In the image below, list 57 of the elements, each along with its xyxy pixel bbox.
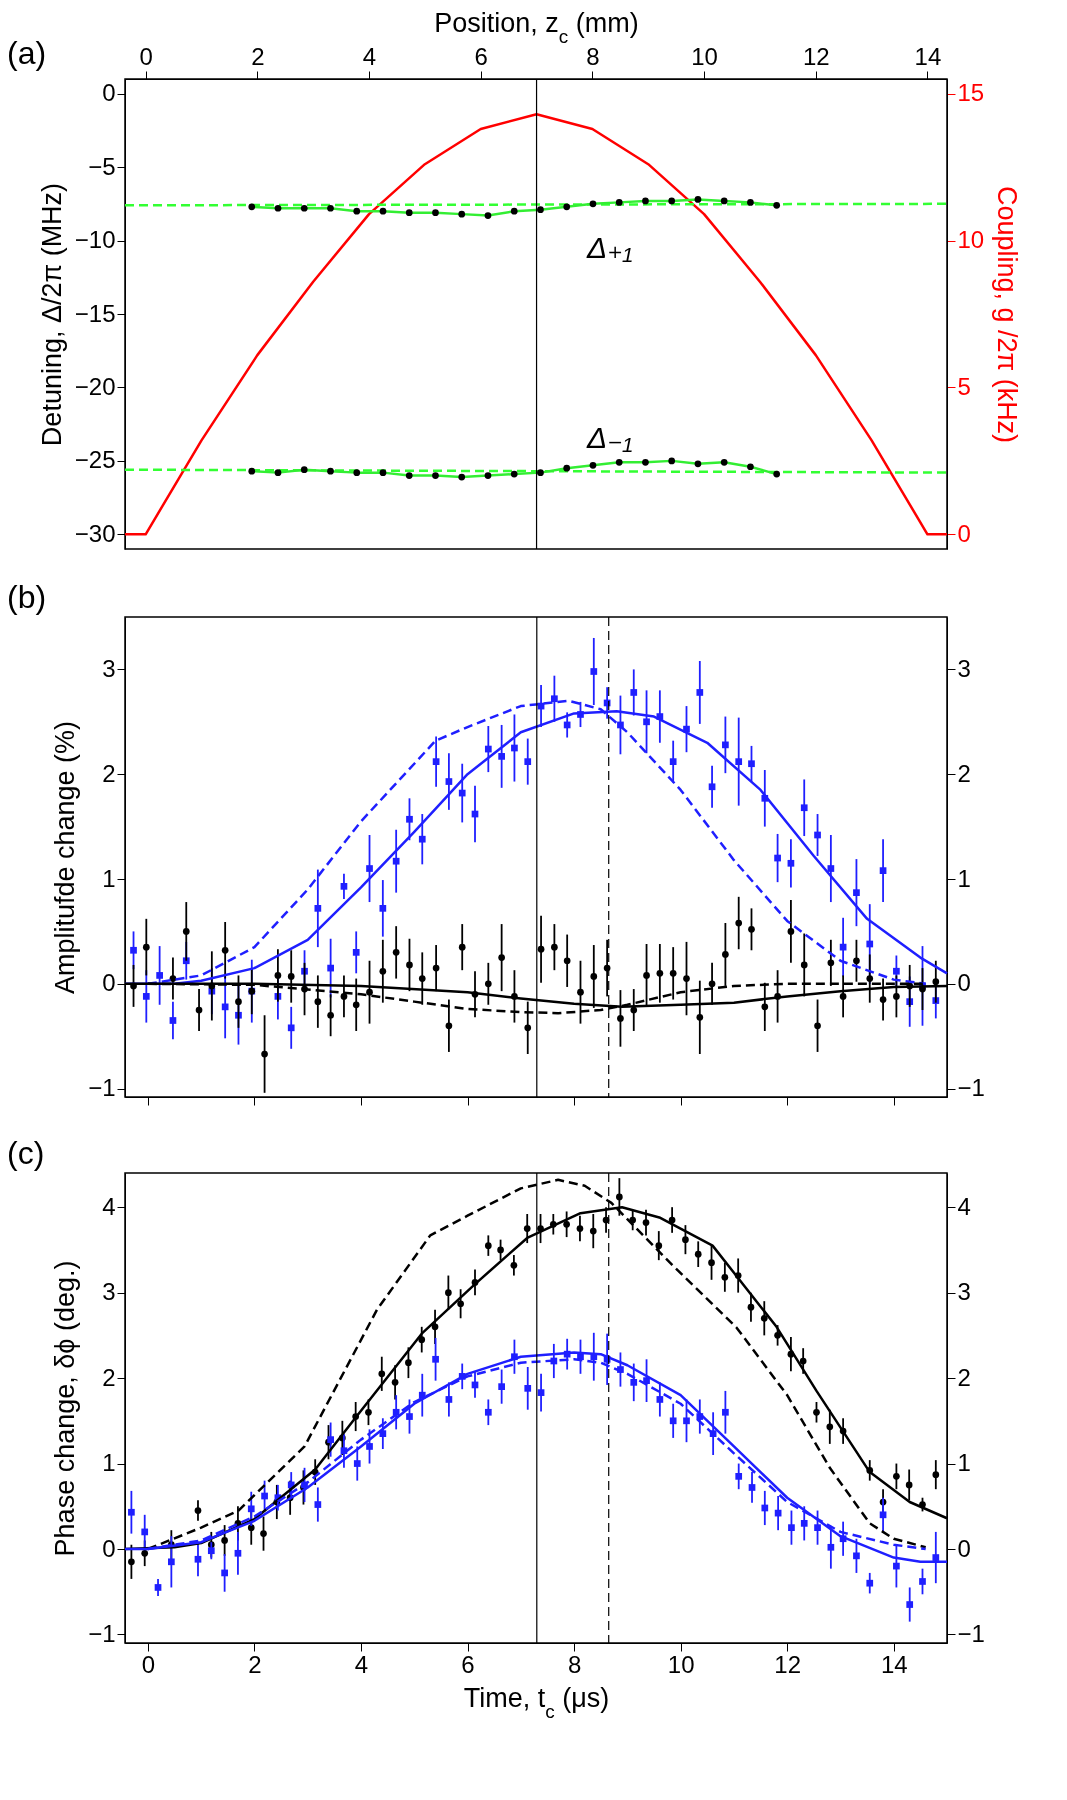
y2-tick-label: 3 [957,1278,971,1306]
y-axis-title: Phase change, δϕ (deg.) [50,1260,81,1557]
y-tick-label: −10 [74,226,116,254]
x-tick-label: 2 [248,1650,262,1678]
y-tick-label: 3 [102,654,116,682]
chart-title: (a) [7,35,47,71]
y2-tick-label: −1 [957,1074,985,1102]
x-tick-label: 10 [667,1650,695,1678]
y2-tick-label: 2 [957,759,971,787]
y2-tick-label: 0 [957,1534,971,1562]
y-tick-label: −1 [88,1074,116,1102]
x-tick-label: 2 [251,42,265,70]
y-tick-label: −25 [74,446,116,474]
y2-tick-label: 1 [957,1449,971,1477]
y-tick-label: 2 [102,759,116,787]
x-tick-label: 0 [141,1650,156,1678]
y-tick-label: 0 [102,79,116,107]
y-tick-label: 1 [102,1449,116,1477]
y-tick-label: 1 [102,864,116,892]
y2-tick-label: 3 [957,654,971,682]
y-axis-title: Amplitufde change (%) [50,720,81,995]
y2-tick-label: 5 [957,372,971,400]
y-tick-label: −5 [88,152,116,180]
y-tick-label: 3 [102,1278,116,1306]
y-tick-label: 0 [102,1534,116,1562]
y2-tick-label: 4 [957,1192,971,1220]
y-tick-label: −15 [74,299,116,327]
y2-tick-label: 0 [957,519,971,547]
y-axis-title: Detuning, Δ/2π (MHz) [36,182,67,447]
x-tick-label: 10 [691,42,718,70]
chart-title: (b) [7,579,47,615]
y2-tick-label: 0 [957,969,971,997]
y-tick-label: 0 [102,969,116,997]
x-tick-label: 14 [914,42,942,70]
x-tick-label: 4 [354,1650,369,1678]
y2-tick-label: 2 [957,1363,971,1391]
y2-tick-label: 10 [957,226,985,254]
y-tick-label: −1 [88,1619,116,1647]
y-tick-label: 4 [102,1192,116,1220]
x-tick-label: 12 [774,1650,802,1678]
x-tick-label: 4 [362,42,377,70]
x-tick-label: 8 [567,1650,582,1678]
x-tick-label: 14 [880,1650,908,1678]
x-tick-label: 0 [139,42,153,70]
y2-axis-title: Coupling, g /2π (kHz) [992,185,1023,444]
x-tick-label: 6 [461,1650,475,1678]
annotation: Δ₊₁ [586,231,633,264]
x-axis-title: Time, t$_{c}$ (μs) [463,1682,610,1721]
y2-tick-label: −1 [957,1619,985,1647]
y-tick-label: −30 [74,519,116,547]
x-tick-label: 12 [802,42,830,70]
y2-tick-label: 15 [957,79,985,107]
chart-title: (c) [7,1135,45,1171]
y2-tick-label: 1 [957,864,971,892]
annotation: Δ₋₁ [586,421,633,454]
y-tick-label: 2 [102,1363,116,1391]
y-tick-label: −20 [74,372,116,400]
